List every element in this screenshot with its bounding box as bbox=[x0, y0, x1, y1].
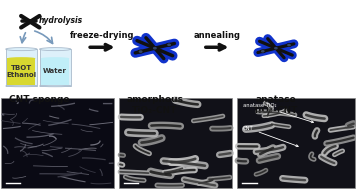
Bar bbox=[40, 49, 71, 86]
Text: Water: Water bbox=[43, 68, 67, 74]
Bar bbox=[119, 98, 232, 188]
Ellipse shape bbox=[41, 57, 69, 60]
Text: annealing: annealing bbox=[194, 31, 241, 40]
Circle shape bbox=[275, 48, 277, 49]
Circle shape bbox=[153, 48, 156, 49]
Bar bbox=[7, 58, 36, 85]
Circle shape bbox=[152, 47, 157, 50]
Circle shape bbox=[274, 47, 278, 49]
Circle shape bbox=[262, 51, 264, 52]
Circle shape bbox=[168, 44, 170, 46]
Text: anatase
TiO₂-CNT: anatase TiO₂-CNT bbox=[253, 95, 299, 115]
Text: TBOT
Ethanol: TBOT Ethanol bbox=[6, 65, 36, 78]
Circle shape bbox=[139, 51, 142, 52]
Text: freeze-drying: freeze-drying bbox=[70, 31, 135, 40]
Ellipse shape bbox=[6, 85, 37, 87]
Ellipse shape bbox=[6, 48, 37, 51]
Text: CNT sponge: CNT sponge bbox=[9, 95, 69, 105]
Ellipse shape bbox=[40, 85, 71, 87]
Circle shape bbox=[288, 44, 290, 46]
Circle shape bbox=[138, 50, 143, 53]
Bar bbox=[41, 58, 69, 85]
Bar bbox=[237, 98, 355, 188]
Text: amorphous
TiO₂-CNT: amorphous TiO₂-CNT bbox=[126, 95, 183, 115]
Bar bbox=[1, 98, 114, 188]
Ellipse shape bbox=[7, 57, 36, 60]
Bar bbox=[6, 49, 37, 86]
Circle shape bbox=[287, 44, 291, 46]
Text: anatase TiO₂: anatase TiO₂ bbox=[243, 103, 313, 123]
Text: hydrolysis: hydrolysis bbox=[39, 16, 83, 25]
Circle shape bbox=[261, 50, 265, 53]
Ellipse shape bbox=[40, 48, 71, 51]
Text: CNT: CNT bbox=[243, 126, 298, 147]
Circle shape bbox=[167, 43, 172, 46]
